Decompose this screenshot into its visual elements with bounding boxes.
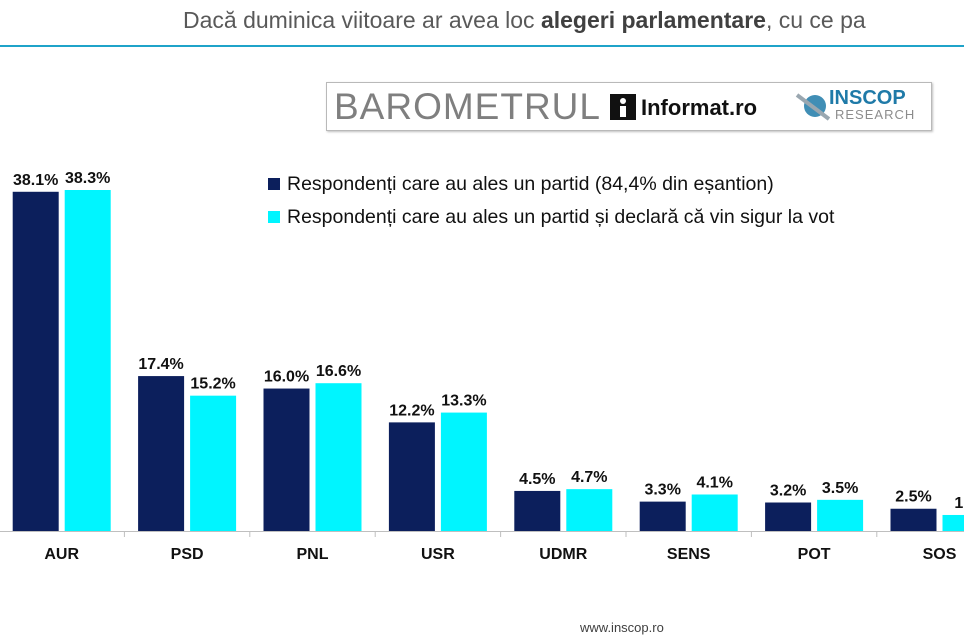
x-tick-label-sens: SENS <box>667 546 711 563</box>
x-tick-label-pot: POT <box>798 546 831 563</box>
bar-pot-series-1 <box>765 502 812 531</box>
data-label-usr-series-2: 13.3% <box>441 393 486 410</box>
inscop-research-text: RESEARCH <box>835 107 916 122</box>
x-tick-label-sos: SOS <box>923 546 957 563</box>
legend-swatch-series-2 <box>268 210 280 223</box>
data-label-psd-series-1: 17.4% <box>138 356 183 373</box>
data-label-aur-series-1: 38.1% <box>13 172 58 189</box>
data-label-sens-series-1: 3.3% <box>644 482 680 499</box>
bar-pnl-series-1 <box>263 388 310 531</box>
x-tick-label-udmr: UDMR <box>539 546 587 563</box>
legend-label-series-2: Respondenți care au ales un partid și de… <box>287 206 835 228</box>
x-tick-label-aur: AUR <box>44 546 79 563</box>
data-label-aur-series-2: 38.3% <box>65 170 110 187</box>
chart-legend: Respondenți care au ales un partid (84,4… <box>268 171 834 237</box>
bar-pot-series-2 <box>817 499 864 531</box>
title-bold: alegeri parlamentare <box>540 7 766 33</box>
informat-logo-icon <box>610 94 636 120</box>
data-label-udmr-series-1: 4.5% <box>519 471 555 488</box>
x-tick-label-pnl: PNL <box>297 546 329 563</box>
bar-psd-series-2 <box>190 395 237 531</box>
legend-label-series-1: Respondenți care au ales un partid (84,4… <box>287 173 774 195</box>
bar-sens-series-2 <box>691 494 738 531</box>
data-label-psd-series-2: 15.2% <box>190 376 235 393</box>
data-label-sens-series-2: 4.1% <box>696 474 732 491</box>
data-label-sos-series-1: 2.5% <box>895 489 931 506</box>
data-label-usr-series-1: 12.2% <box>389 402 434 419</box>
bar-sos-series-2 <box>942 514 964 531</box>
bar-sos-series-1 <box>890 508 937 531</box>
legend-item-series-2: Respondenți care au ales un partid și de… <box>268 204 834 237</box>
barometrul-banner: BAROMETRUL Informat.ro INSCOP RESEARCH <box>326 82 932 131</box>
data-label-udmr-series-2: 4.7% <box>571 469 607 486</box>
bar-aur-series-1 <box>12 191 59 531</box>
data-label-sos-series-2: 1.8 <box>954 495 964 512</box>
bar-usr-series-2 <box>440 412 487 531</box>
inscop-text: INSCOP <box>829 87 906 109</box>
title-suffix: , cu ce pa <box>765 7 866 33</box>
bar-udmr-series-2 <box>566 489 613 531</box>
legend-swatch-series-1 <box>268 177 280 190</box>
legend-item-series-1: Respondenți care au ales un partid (84,4… <box>268 171 834 204</box>
bar-usr-series-1 <box>388 422 435 531</box>
inscop-logo-icon <box>795 93 831 121</box>
informat-text: Informat.ro <box>641 95 758 120</box>
bar-pnl-series-2 <box>315 383 362 531</box>
bar-udmr-series-1 <box>514 490 561 531</box>
data-label-pot-series-1: 3.2% <box>770 483 806 500</box>
data-label-pnl-series-2: 16.6% <box>316 363 361 380</box>
data-label-pot-series-2: 3.5% <box>822 480 858 497</box>
title-underline <box>0 45 964 47</box>
footer-url: www.inscop.ro <box>580 620 664 635</box>
data-label-pnl-series-1: 16.0% <box>264 369 309 386</box>
bar-psd-series-1 <box>138 376 185 531</box>
chart-title: Dacă duminica viitoare ar avea loc alege… <box>0 2 964 42</box>
x-tick-label-usr: USR <box>421 546 455 563</box>
barometrul-text: BAROMETRUL <box>334 86 601 127</box>
x-tick-label-psd: PSD <box>171 546 204 563</box>
bar-sens-series-1 <box>639 501 686 531</box>
title-prefix: Dacă duminica viitoare ar avea loc <box>183 7 541 33</box>
bar-aur-series-2 <box>64 190 111 531</box>
